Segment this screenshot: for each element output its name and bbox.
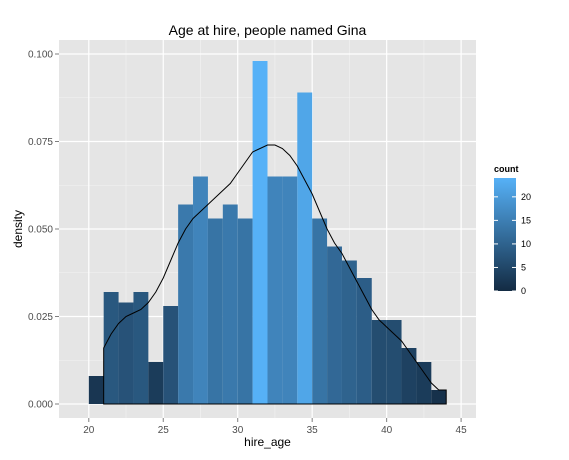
histogram-bar: [223, 205, 238, 405]
histogram-bar: [342, 261, 357, 405]
legend-tick-label: 5: [521, 262, 526, 272]
histogram-bar: [387, 320, 402, 404]
y-tick-label: 0.100: [28, 50, 53, 61]
x-tick-label: 45: [456, 425, 468, 436]
legend-tick-label: 20: [521, 192, 531, 202]
histogram-bar: [89, 376, 104, 404]
histogram-bar: [178, 205, 193, 405]
histogram-bar: [268, 177, 283, 405]
histogram-bar: [104, 292, 119, 404]
x-tick-label: 25: [158, 425, 170, 436]
histogram-bar: [372, 320, 387, 404]
histogram-bar: [133, 292, 148, 404]
histogram-bar: [297, 93, 312, 405]
histogram-bar: [253, 61, 268, 404]
x-tick-label: 40: [381, 425, 393, 436]
chart-title: Age at hire, people named Gina: [169, 22, 367, 38]
x-axis-title: hire_age: [244, 435, 291, 449]
legend-title: count: [494, 164, 519, 174]
histogram-bar: [312, 219, 327, 405]
legend-tick-label: 0: [521, 286, 526, 296]
histogram-bar: [208, 219, 223, 405]
histogram-bar: [163, 306, 178, 404]
histogram-bar: [119, 303, 134, 405]
legend-colorbar: [494, 178, 516, 291]
x-tick-label: 35: [307, 425, 319, 436]
y-axis-title: density: [11, 210, 25, 248]
histogram-bar: [416, 362, 431, 404]
histogram-bar: [193, 177, 208, 405]
histogram-bar: [238, 219, 253, 405]
x-tick-label: 30: [232, 425, 244, 436]
legend: count 0 5 10 15 20: [494, 164, 531, 296]
histogram-bar: [402, 348, 417, 404]
y-tick-label: 0.000: [28, 400, 53, 411]
histogram-bar: [282, 177, 297, 405]
histogram-bar: [357, 278, 372, 404]
y-tick-label: 0.025: [28, 312, 53, 323]
y-tick-label: 0.075: [28, 137, 53, 148]
histogram-bar: [148, 362, 163, 404]
histogram-bar: [431, 390, 446, 404]
legend-tick-label: 10: [521, 239, 531, 249]
legend-tick-label: 15: [521, 215, 531, 225]
y-tick-label: 0.050: [28, 225, 53, 236]
histogram-bar: [327, 247, 342, 405]
x-tick-label: 20: [83, 425, 95, 436]
